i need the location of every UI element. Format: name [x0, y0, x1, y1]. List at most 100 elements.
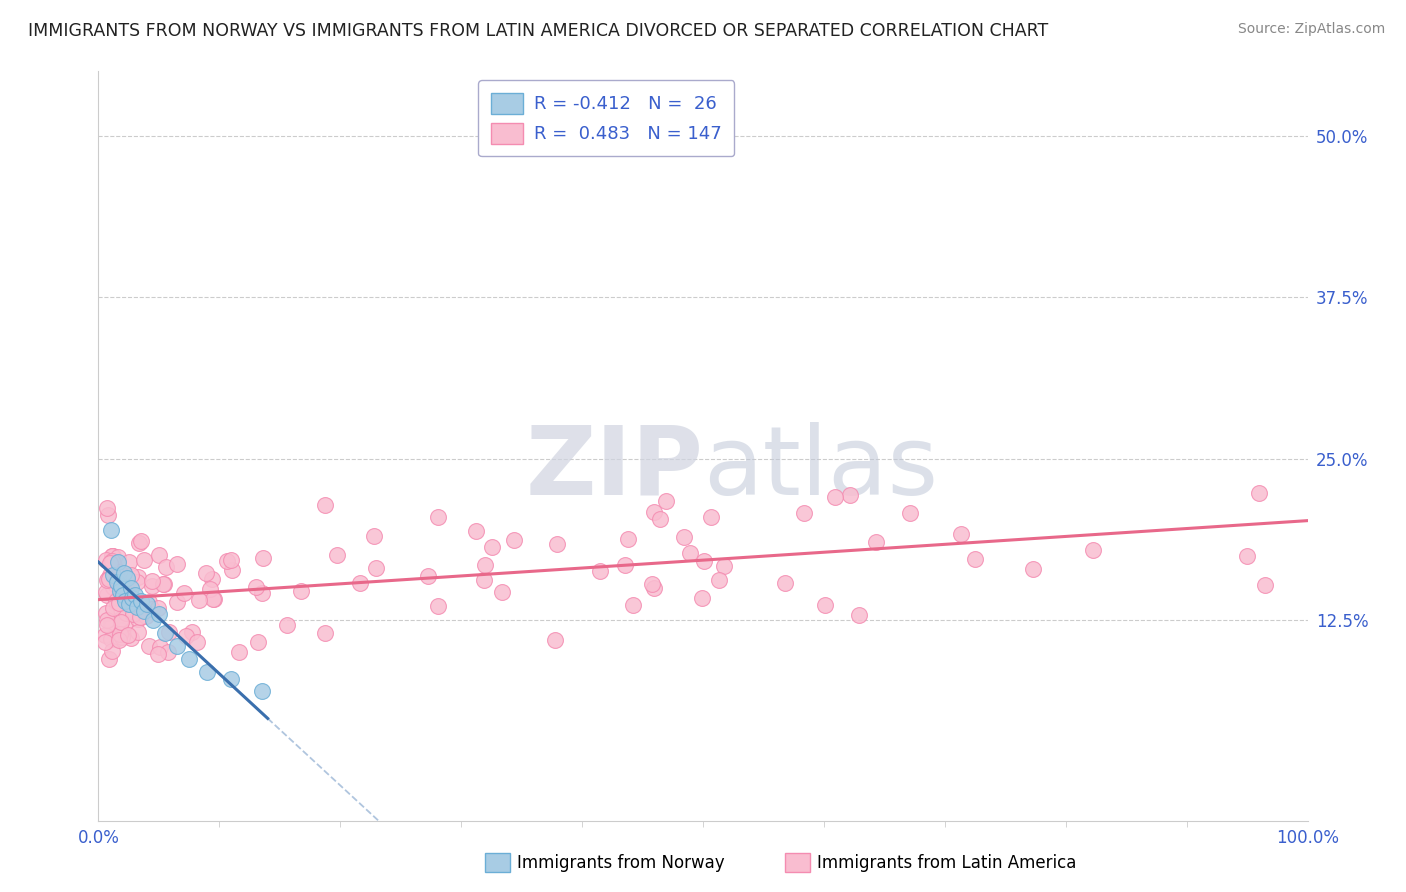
Point [127, 612, 149, 626]
Point [474, 558, 496, 572]
Point [110, 612, 132, 626]
Point [464, 524, 486, 539]
Point [166, 639, 188, 653]
Point [101, 549, 124, 564]
Point [174, 629, 197, 643]
Point [98, 652, 121, 666]
Point [195, 566, 218, 581]
Point [114, 594, 136, 608]
Point [276, 618, 298, 632]
Point [142, 614, 165, 628]
Point [110, 627, 132, 641]
Point [1254, 578, 1277, 592]
Point [105, 567, 128, 582]
Point [824, 490, 846, 504]
Point [97, 508, 120, 522]
Point [679, 546, 702, 560]
Point [96, 500, 118, 515]
Point [96, 573, 118, 587]
Point [1249, 485, 1271, 500]
Point [173, 586, 195, 600]
Legend: R = -0.412   N =  26, R =  0.483   N = 147: R = -0.412 N = 26, R = 0.483 N = 147 [478, 80, 734, 156]
Point [129, 533, 152, 548]
Point [427, 599, 450, 613]
Point [692, 591, 714, 605]
Point [100, 632, 122, 646]
Point [100, 620, 122, 634]
Point [793, 506, 815, 520]
Point [101, 549, 124, 564]
Point [215, 554, 238, 568]
Point [153, 626, 176, 640]
Point [124, 588, 146, 602]
Point [141, 574, 163, 588]
Point [101, 568, 124, 582]
Point [135, 597, 157, 611]
Point [250, 684, 273, 698]
Point [166, 595, 188, 609]
Point [127, 570, 149, 584]
Point [107, 549, 129, 564]
Point [129, 594, 152, 608]
Point [94, 553, 117, 567]
Point [107, 555, 129, 569]
Point [97, 572, 120, 586]
Point [94, 584, 117, 599]
Point [616, 532, 638, 546]
Point [198, 582, 221, 596]
Point [250, 586, 273, 600]
Text: IMMIGRANTS FROM NORWAY VS IMMIGRANTS FROM LATIN AMERICA DIVORCED OR SEPARATED CO: IMMIGRANTS FROM NORWAY VS IMMIGRANTS FRO… [28, 22, 1049, 40]
Point [96, 606, 118, 620]
Point [94, 628, 117, 642]
Point [693, 554, 716, 568]
Point [141, 579, 163, 593]
Point [349, 576, 371, 591]
Point [1022, 562, 1045, 576]
Point [148, 607, 170, 621]
Point [146, 600, 169, 615]
Point [98, 568, 121, 582]
Point [621, 598, 644, 612]
Point [127, 624, 149, 639]
Point [246, 635, 269, 649]
Point [201, 573, 224, 587]
Point [112, 566, 135, 580]
Point [613, 558, 636, 572]
Point [655, 494, 678, 508]
Point [865, 535, 887, 549]
Point [117, 571, 139, 585]
Point [114, 616, 136, 631]
Point [950, 527, 973, 541]
Point [245, 580, 267, 594]
Text: Immigrants from Norway: Immigrants from Norway [517, 854, 725, 871]
Point [101, 643, 124, 657]
Point [148, 549, 170, 563]
Point [107, 631, 129, 645]
Point [108, 632, 131, 647]
Point [105, 599, 128, 613]
Point [107, 565, 129, 579]
Point [643, 581, 665, 595]
Point [101, 580, 124, 594]
Point [115, 575, 138, 590]
Point [221, 672, 243, 686]
Point [544, 633, 567, 648]
Point [97, 572, 120, 586]
Point [122, 591, 145, 606]
Text: ZIP: ZIP [524, 422, 703, 515]
Point [101, 600, 124, 615]
Point [105, 574, 128, 589]
Point [180, 625, 202, 640]
Point [146, 647, 169, 661]
Point [1081, 542, 1104, 557]
Point [121, 607, 143, 621]
Point [713, 558, 735, 573]
Point [100, 549, 122, 563]
Point [107, 574, 129, 588]
Point [814, 598, 837, 612]
Point [93, 635, 115, 649]
Point [221, 563, 243, 577]
Point [848, 608, 870, 623]
Point [700, 509, 723, 524]
Point [108, 583, 131, 598]
